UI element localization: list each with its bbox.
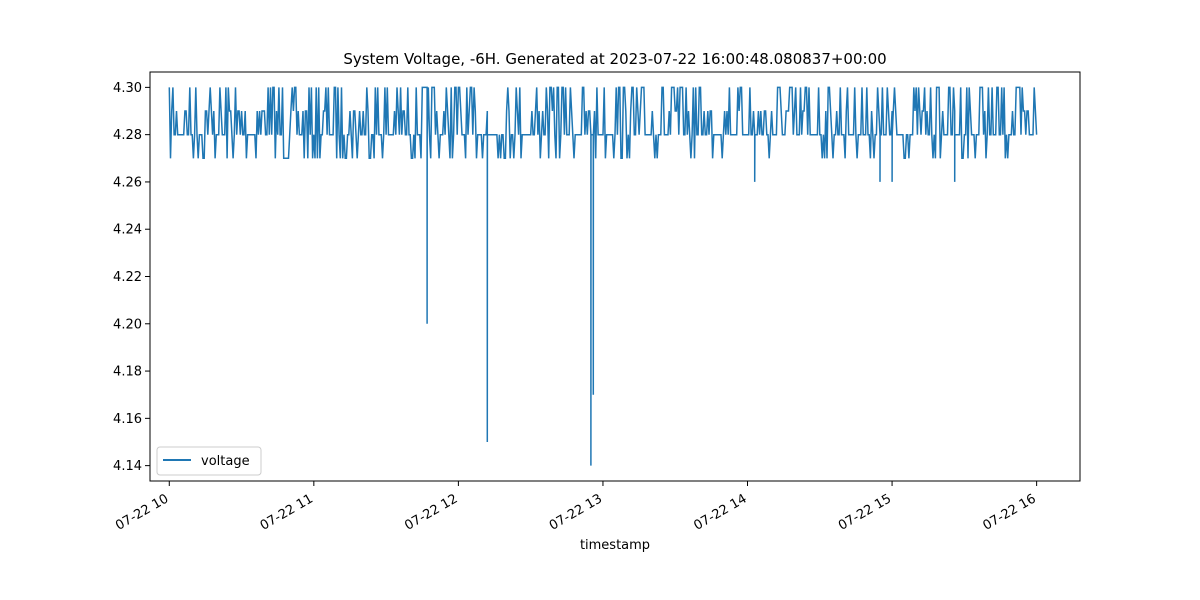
- y-tick-label: 4.14: [113, 459, 142, 474]
- x-axis: 07-22 10 07-22 11 07-22 12 07-22 13 07-22 14…: [113, 481, 1039, 534]
- x-tick-label: 07-22 14: [691, 491, 749, 533]
- y-axis: 4.14 4.16 4.18 4.20 4.22 4.24 4.26 4.28 4.30: [113, 81, 150, 474]
- x-tick-label: 07-22 15: [836, 491, 894, 533]
- legend: voltage: [156, 446, 262, 476]
- y-tick-label: 4.28: [113, 128, 142, 143]
- plot-area: [168, 86, 1038, 466]
- voltage-series-line: [168, 86, 1038, 466]
- x-tick-label: 07-22 16: [981, 491, 1039, 533]
- y-tick-label: 4.16: [113, 412, 142, 427]
- y-tick-label: 4.30: [113, 81, 142, 96]
- x-tick-label: 07-22 11: [258, 491, 316, 533]
- y-tick-label: 4.22: [113, 270, 142, 285]
- y-tick-label: 4.26: [113, 175, 142, 190]
- x-tick-label: 07-22 10: [113, 491, 171, 533]
- legend-frame: [156, 446, 262, 476]
- chart-title: System Voltage, -6H. Generated at 2023-0…: [343, 50, 886, 68]
- y-tick-label: 4.24: [113, 223, 142, 238]
- legend-label-voltage: voltage: [201, 454, 250, 469]
- x-tick-label: 07-22 13: [547, 491, 605, 533]
- x-axis-label: timestamp: [580, 538, 650, 553]
- y-tick-label: 4.18: [113, 365, 142, 380]
- y-tick-label: 4.20: [113, 317, 142, 332]
- x-tick-label: 07-22 12: [402, 491, 460, 533]
